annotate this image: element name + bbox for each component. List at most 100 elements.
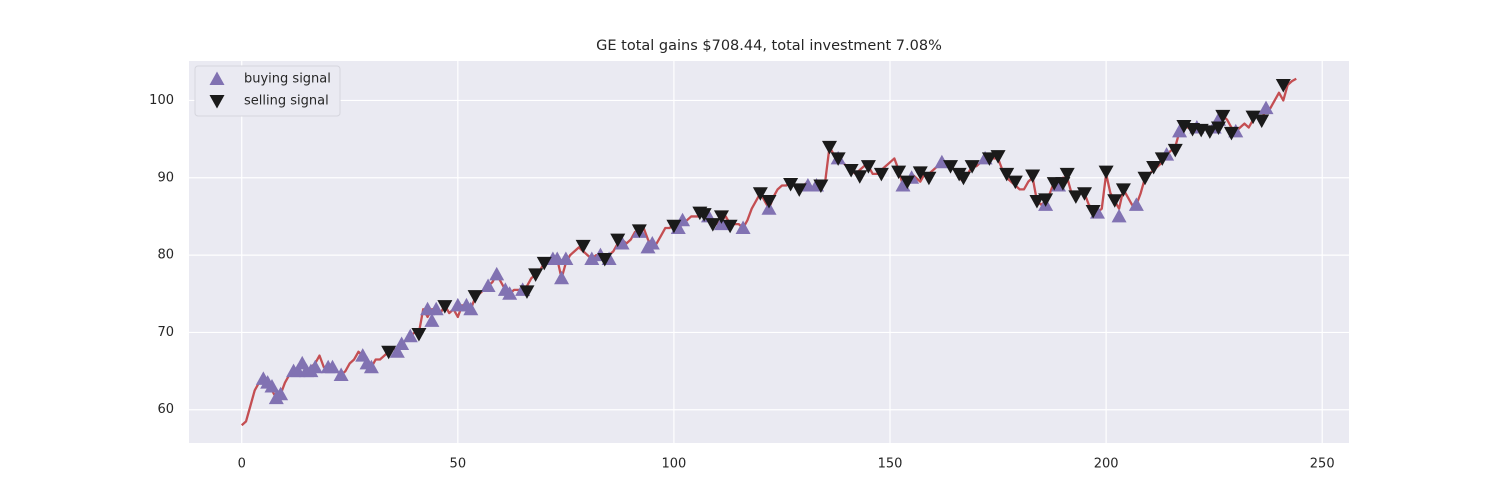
sell-marker <box>813 179 829 193</box>
buy-marker <box>489 266 505 281</box>
buy-marker <box>895 177 911 192</box>
sell-marker <box>852 170 868 184</box>
sell-marker <box>1038 193 1054 207</box>
x-tick-label: 0 <box>238 457 246 472</box>
sell-marker <box>1210 121 1226 136</box>
sell-marker <box>873 167 889 182</box>
sell-marker <box>528 268 544 282</box>
buy-marker <box>1111 208 1127 223</box>
sell-marker <box>1059 167 1075 182</box>
y-tick-label: 70 <box>157 325 174 340</box>
sell-marker <box>1137 171 1153 186</box>
chart-title: GE total gains $708.44, total investment… <box>596 38 942 54</box>
x-tick-label: 100 <box>662 457 687 472</box>
x-tick-label: 150 <box>878 457 903 472</box>
buy-marker <box>463 301 479 316</box>
buy-marker <box>735 220 751 235</box>
buy-marker <box>428 301 444 316</box>
legend-marker <box>209 71 225 85</box>
buy-marker <box>273 386 289 401</box>
sell-marker <box>1245 110 1261 125</box>
buy-marker <box>402 328 418 343</box>
sell-marker <box>722 219 738 234</box>
sell-marker <box>990 150 1006 164</box>
sell-marker <box>411 327 427 342</box>
y-tick-label: 80 <box>157 248 174 263</box>
sell-marker <box>981 152 997 166</box>
sell-marker <box>1254 114 1270 129</box>
sell-marker <box>999 167 1015 182</box>
sell-marker <box>519 285 535 299</box>
sell-marker <box>1115 183 1131 197</box>
buy-marker <box>934 154 950 169</box>
sell-marker <box>1154 152 1170 166</box>
sell-marker <box>943 160 959 174</box>
sell-marker <box>761 194 777 209</box>
sell-marker <box>666 219 682 234</box>
sell-marker <box>467 290 483 304</box>
sell-marker <box>631 224 647 238</box>
sell-marker <box>1025 169 1041 183</box>
buy-marker <box>1258 100 1274 115</box>
sell-marker <box>536 256 552 271</box>
sell-marker <box>1085 205 1101 219</box>
buy-marker <box>1128 197 1144 211</box>
x-tick-label: 200 <box>1094 457 1119 472</box>
sell-marker <box>830 152 846 166</box>
legend-box <box>194 65 341 117</box>
sell-marker <box>783 177 799 192</box>
sell-marker <box>597 252 613 267</box>
legend-label: buying signal <box>244 72 331 87</box>
buy-marker <box>394 336 410 351</box>
buy-marker <box>363 359 379 374</box>
buy-marker <box>502 286 518 300</box>
y-tick-label: 100 <box>149 93 174 108</box>
buy-marker <box>264 379 280 393</box>
sell-marker <box>964 160 980 174</box>
buy-marker <box>324 359 340 374</box>
buy-marker <box>424 313 440 327</box>
y-tick-label: 60 <box>157 402 174 417</box>
sell-marker <box>1029 194 1045 209</box>
buy-marker <box>558 251 574 265</box>
legend-label: selling signal <box>244 94 329 109</box>
plot-area <box>189 61 1349 443</box>
sell-marker <box>437 300 453 314</box>
sell-marker <box>381 345 397 360</box>
sell-marker <box>1007 175 1023 190</box>
sell-marker <box>1215 109 1231 124</box>
sell-marker <box>921 171 937 186</box>
x-tick-label: 50 <box>450 457 467 472</box>
sell-marker <box>1223 126 1239 141</box>
sell-marker <box>843 164 859 178</box>
buy-marker <box>554 270 570 285</box>
legend-marker <box>209 95 225 109</box>
sell-marker <box>1055 177 1071 191</box>
buy-marker <box>333 367 349 381</box>
buy-marker <box>1172 123 1188 138</box>
sell-marker <box>696 208 712 222</box>
sell-marker <box>575 239 591 254</box>
sell-marker <box>705 218 721 232</box>
x-tick-label: 250 <box>1310 457 1335 472</box>
sell-marker <box>752 187 768 201</box>
sell-marker <box>891 165 907 180</box>
sell-marker <box>1275 78 1291 93</box>
sell-marker <box>1068 190 1084 204</box>
sell-marker <box>791 183 807 197</box>
buy-marker <box>480 278 496 293</box>
sell-marker <box>713 210 729 224</box>
sell-marker <box>1107 194 1123 208</box>
buy-marker <box>584 251 600 265</box>
buy-marker <box>644 235 660 250</box>
sell-marker <box>1167 143 1183 158</box>
y-tick-label: 90 <box>157 170 174 185</box>
sell-marker <box>860 160 876 174</box>
sell-marker <box>1076 187 1092 201</box>
buy-marker <box>307 359 323 374</box>
sell-marker <box>610 233 626 248</box>
sell-marker <box>822 140 838 155</box>
buy-marker <box>389 344 405 358</box>
